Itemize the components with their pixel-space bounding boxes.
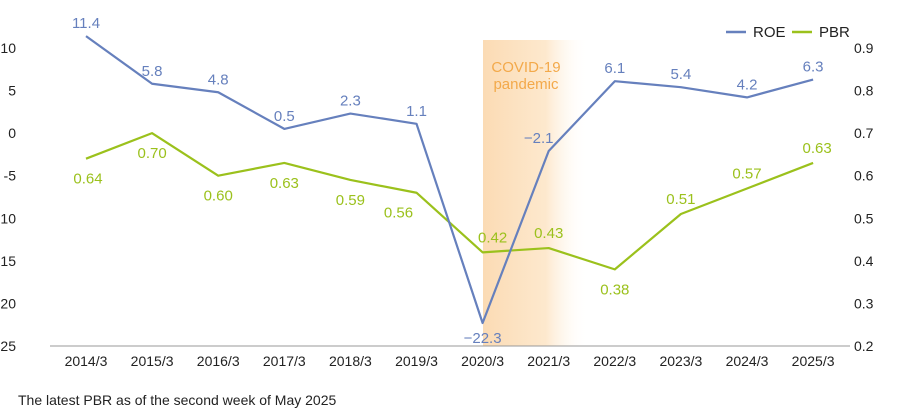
pbr-data-label: 0.57 (732, 165, 761, 182)
x-tick-label: 2019/3 (395, 353, 438, 369)
y-left-tick-label: -15 (0, 253, 16, 269)
pbr-data-label: 0.51 (666, 191, 695, 208)
x-tick-label: 2022/3 (593, 353, 636, 369)
y-left-tick-label: 10 (0, 40, 16, 56)
roe-data-label: 11.4 (72, 15, 100, 32)
pbr-data-label: 0.63 (802, 140, 831, 157)
series-line-roe (85, 35, 814, 325)
x-tick-label: 2023/3 (659, 353, 702, 369)
legend: ROE PBR (726, 24, 850, 41)
y-right-tick-label: 0.7 (854, 125, 874, 141)
y-left-tick-label: -10 (0, 210, 16, 226)
y-left-tick-label: -25 (0, 338, 16, 354)
y-right-tick-label: 0.4 (854, 253, 874, 269)
y-right-tick-label: 0.3 (854, 295, 874, 311)
roe-data-label: 2.3 (340, 93, 361, 110)
x-tick-label: 2014/3 (65, 353, 108, 369)
x-tick-label: 2015/3 (131, 353, 174, 369)
y-right-tick-label: 0.8 (854, 83, 874, 99)
y-left-tick-label: 5 (8, 83, 16, 99)
roe-data-label: −2.1 (524, 130, 554, 147)
x-tick-label: 2017/3 (263, 353, 306, 369)
roe-data-label: 6.1 (604, 60, 625, 77)
pbr-data-label: 0.59 (336, 192, 365, 209)
roe-data-label: 5.4 (670, 66, 691, 83)
y-right-tick-label: 0.5 (854, 210, 874, 226)
x-tick-label: 2018/3 (329, 353, 372, 369)
y-right-tick-label: 0.2 (854, 338, 874, 354)
pbr-data-label: 0.64 (73, 171, 102, 188)
pbr-data-label: 0.70 (137, 145, 166, 162)
y-right-tick-label: 0.9 (854, 40, 874, 56)
pbr-data-label: 0.63 (270, 175, 299, 192)
pbr-data-label: 0.43 (534, 225, 563, 242)
roe-data-label: 5.8 (142, 63, 163, 80)
covid-annotation-line1: COVID-19 (491, 59, 560, 76)
pbr-data-label: 0.56 (384, 205, 413, 222)
roe-data-label: 1.1 (406, 103, 427, 120)
roe-data-label: 4.2 (737, 76, 758, 93)
pbr-data-label: 0.38 (600, 281, 629, 298)
roe-data-label: −22.3 (464, 330, 502, 347)
roe-data-label: 0.5 (274, 108, 295, 125)
chart-footnote: The latest PBR as of the second week of … (18, 392, 337, 408)
pbr-data-label: 0.42 (478, 229, 507, 246)
x-tick-label: 2025/3 (792, 353, 835, 369)
covid-annotation-line2: pandemic (493, 76, 559, 93)
series-line-pbr (85, 132, 814, 271)
x-tick-label: 2016/3 (197, 353, 240, 369)
y-left-tick-label: -5 (4, 168, 17, 184)
y-left-tick-label: 0 (8, 125, 16, 141)
x-tick-label: 2024/3 (726, 353, 769, 369)
x-tick-label: 2021/3 (527, 353, 570, 369)
legend-label-roe: ROE (753, 24, 786, 41)
covid-band (483, 40, 588, 346)
roe-data-label: 4.8 (208, 71, 229, 88)
x-tick-label: 2020/3 (461, 353, 504, 369)
legend-label-pbr: PBR (819, 24, 850, 41)
roe-data-label: 6.3 (803, 59, 824, 76)
pbr-data-label: 0.60 (204, 188, 233, 205)
y-left-tick-label: -20 (0, 295, 16, 311)
y-right-tick-label: 0.6 (854, 168, 874, 184)
